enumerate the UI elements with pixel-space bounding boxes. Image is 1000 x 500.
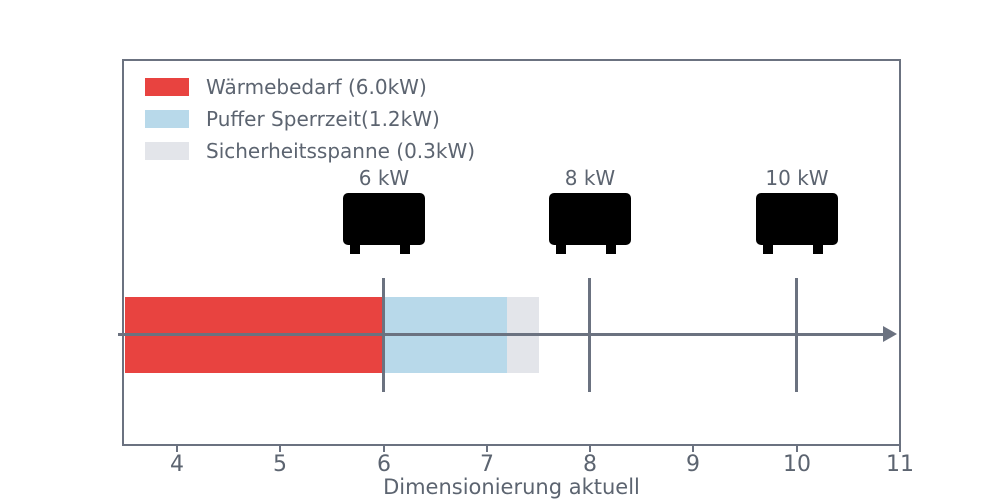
x-tick: [486, 446, 488, 452]
x-tick: [589, 446, 591, 452]
pump-label-6kw: 6 kW: [358, 166, 410, 190]
legend-swatch-waermebedarf: [145, 78, 189, 96]
axis-arrowhead-icon: [883, 326, 897, 342]
x-tick: [383, 446, 385, 452]
legend-swatch-puffer-sperrzeit: [145, 110, 189, 128]
plot-border: [122, 59, 901, 446]
x-tick-label: 8: [583, 452, 597, 477]
x-tick-label: 7: [480, 452, 494, 477]
heat-pump-icon: [754, 191, 840, 257]
legend-item: Wärmebedarf (6.0kW): [145, 74, 475, 100]
x-tick: [796, 446, 798, 452]
heat-pump-icon: [547, 191, 633, 257]
x-tick-label: 11: [886, 452, 914, 477]
legend-label: Puffer Sperrzeit(1.2kW): [206, 107, 440, 131]
legend-label: Wärmebedarf (6.0kW): [206, 75, 427, 99]
x-tick: [176, 446, 178, 452]
legend-item: Sicherheitsspanne (0.3kW): [145, 138, 475, 164]
pump-label-8kw: 8 kW: [564, 166, 616, 190]
x-axis-label: Dimensionierung aktuell: [383, 475, 640, 499]
legend-swatch-sicherheitsspanne: [145, 142, 189, 160]
pump-label-10kw: 10 kW: [765, 166, 829, 190]
x-tick-label: 10: [783, 452, 811, 477]
legend-item: Puffer Sperrzeit(1.2kW): [145, 106, 475, 132]
x-tick-label: 4: [170, 452, 184, 477]
x-tick: [279, 446, 281, 452]
axis-arrow-line: [118, 333, 884, 336]
x-tick-label: 9: [686, 452, 700, 477]
legend: Wärmebedarf (6.0kW) Puffer Sperrzeit(1.2…: [145, 74, 475, 170]
x-tick: [899, 446, 901, 452]
x-tick: [692, 446, 694, 452]
x-tick-label: 5: [273, 452, 287, 477]
heat-pump-icon: [341, 191, 427, 257]
legend-label: Sicherheitsspanne (0.3kW): [206, 139, 476, 163]
x-tick-label: 6: [377, 452, 391, 477]
